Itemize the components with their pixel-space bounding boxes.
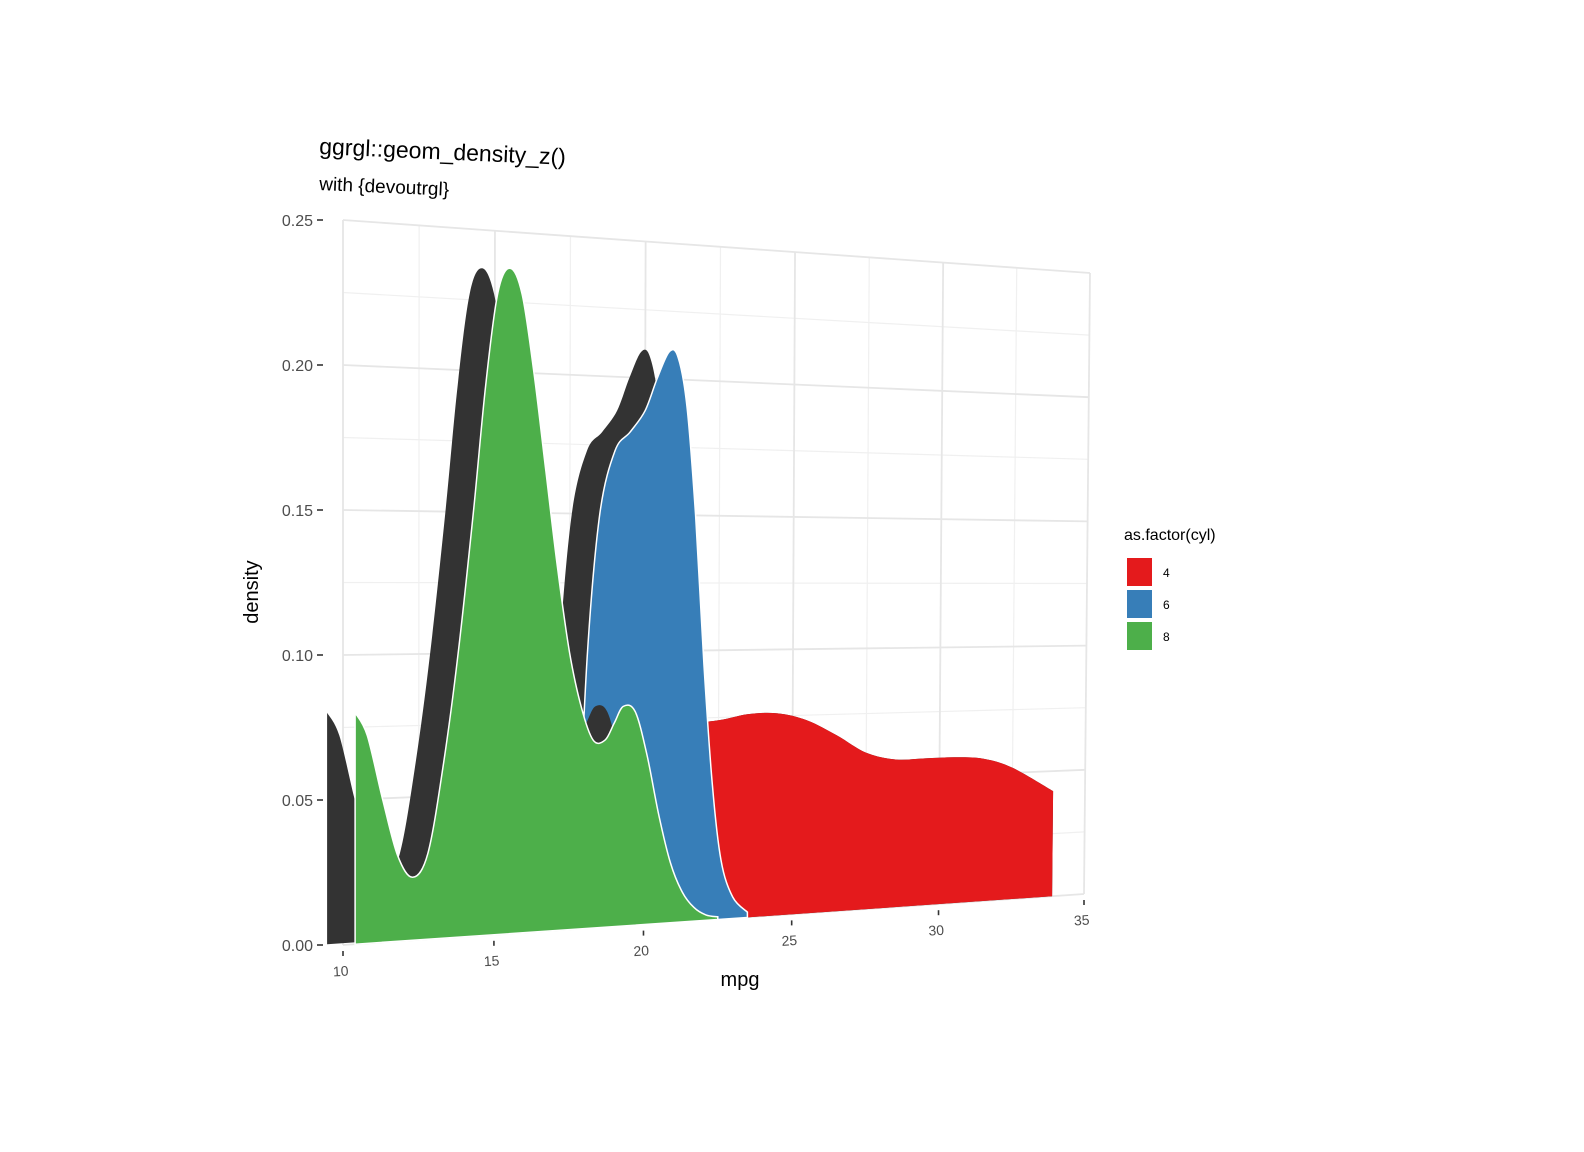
- y-tick-label: 0.05: [282, 793, 313, 810]
- legend-key-4: [1127, 558, 1152, 586]
- x-tick-label: 10: [332, 963, 349, 980]
- series-8: [327, 267, 719, 946]
- legend-key-6: [1127, 590, 1152, 618]
- chart-subtitle: with {devoutrgl}: [318, 174, 450, 201]
- legend-label-8: 8: [1163, 630, 1170, 644]
- x-tick-label: 15: [483, 952, 500, 969]
- legend-label-4: 4: [1163, 566, 1170, 580]
- y-tick-label: 0.15: [282, 503, 313, 520]
- grid-line-major-x: [1083, 272, 1091, 895]
- y-tick-label: 0.00: [282, 938, 313, 955]
- y-tick-label: 0.10: [282, 648, 313, 665]
- x-tick-label: 25: [781, 932, 798, 949]
- grid-line-major-y: [342, 219, 1091, 274]
- y-tick-label: 0.25: [282, 213, 313, 230]
- series-layer: [327, 267, 1054, 946]
- legend-title: as.factor(cyl): [1124, 527, 1216, 544]
- legend: as.factor(cyl) 4 6 8: [1124, 527, 1216, 650]
- chart-title: ggrgl::geom_density_z(): [319, 133, 567, 170]
- grid-line-minor-y: [342, 291, 1090, 336]
- x-tick-label: 35: [1073, 912, 1090, 929]
- grid-line-major-y: [342, 364, 1089, 399]
- series-4-area: [685, 712, 1054, 922]
- legend-label-6: 6: [1163, 598, 1170, 612]
- x-tick-label: 20: [633, 942, 650, 959]
- y-axis-title: density: [241, 560, 263, 623]
- axes: 0.00 0.05 0.10 0.15 0.20 0.25 10 15 20 25 30 35: [282, 213, 1090, 979]
- series-8-area: [354, 267, 719, 946]
- legend-key-8: [1127, 622, 1152, 650]
- y-tick-label: 0.20: [282, 358, 313, 375]
- series-4: [685, 712, 1054, 922]
- x-axis-title: mpg: [721, 969, 760, 991]
- x-tick-label: 30: [928, 922, 945, 939]
